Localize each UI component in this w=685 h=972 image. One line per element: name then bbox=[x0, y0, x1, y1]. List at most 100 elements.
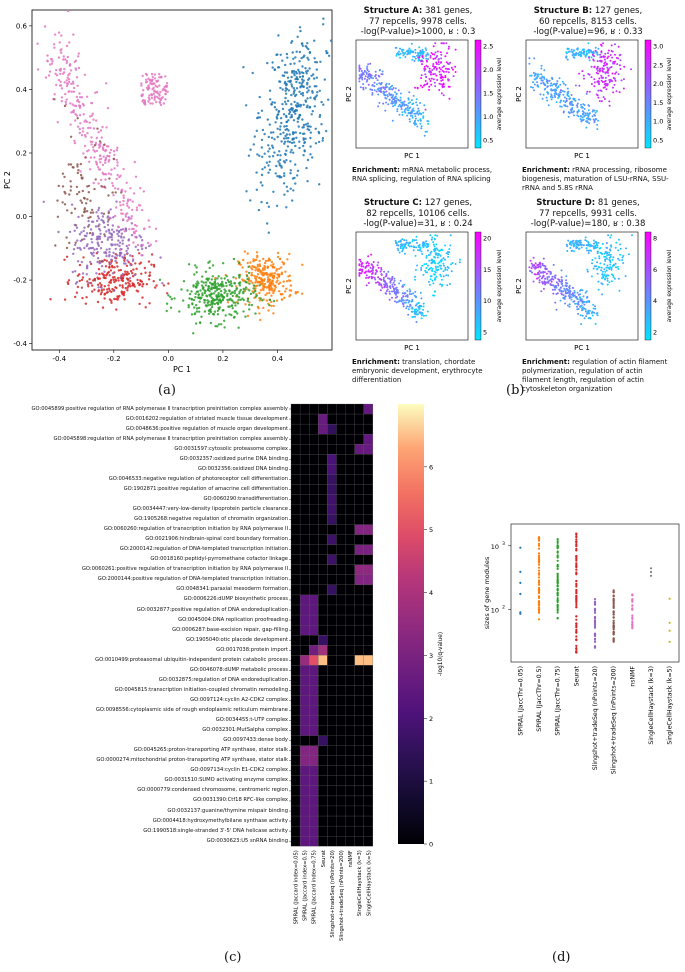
heatmap-colorbar bbox=[398, 404, 424, 844]
go-term-label: GO:0016202:regulation of striated muscle… bbox=[125, 415, 288, 422]
b-colorbar bbox=[644, 39, 652, 149]
b-cb-tick: 8 bbox=[653, 235, 657, 243]
heatmap-column-label: Slingshot+tradeSeq (nPoints=20) bbox=[330, 850, 336, 937]
go-term-label: GO:0032356:oxidized DNA binding bbox=[197, 465, 288, 472]
go-term-label: GO:0045265:proton-transporting ATP synth… bbox=[133, 747, 288, 754]
module-size-series bbox=[668, 597, 671, 643]
module-size-series bbox=[612, 589, 615, 643]
d-category-label: SPIRAL (JaccThr=0.5) bbox=[536, 666, 543, 732]
b-cb-label: average expression level bbox=[497, 249, 503, 322]
panel-d-letter: (d) bbox=[552, 950, 571, 965]
a-xtick: -0.4 bbox=[52, 355, 66, 363]
b-ylabel: PC 2 bbox=[345, 278, 353, 294]
c-cb-tick: 0 bbox=[429, 841, 433, 849]
b-cb-tick: 1.5 bbox=[653, 99, 663, 107]
b-cb-tick: 2.0 bbox=[653, 80, 663, 88]
b-cb-tick: 1.5 bbox=[483, 90, 493, 98]
heatmap-column-label: Seurat bbox=[321, 850, 327, 867]
module-size-series bbox=[537, 536, 541, 621]
go-term-label: GO:0030623:U5 snRNA binding bbox=[206, 837, 288, 844]
go-term-label: GO:0032875:regulation of DNA endoredupli… bbox=[158, 676, 288, 683]
go-term-label: GO:0004418:hydroxymethylbilane synthase … bbox=[152, 817, 288, 824]
panel-c-letter: (c) bbox=[224, 950, 242, 965]
b-cb-tick: 20 bbox=[483, 235, 491, 243]
b-cb-tick: 2 bbox=[653, 329, 657, 337]
b-cb-tick: 2.5 bbox=[653, 61, 663, 69]
heatmap-column-label: SPIRAL (Jaccard index=0.75) bbox=[312, 850, 318, 924]
c-cb-tick: 5 bbox=[429, 526, 433, 534]
go-term-label: GO:1990518:single-stranded 3'-5' DNA hel… bbox=[143, 827, 288, 834]
c-cb-tick: 4 bbox=[429, 589, 433, 597]
a-xtick: -0.2 bbox=[107, 355, 121, 363]
go-term-label: GO:0032357:oxidized purine DNA binding bbox=[179, 455, 288, 462]
go-term-label: GO:0021906:hindbrain-spinal cord boundar… bbox=[145, 536, 288, 543]
b-cb-tick: 10 bbox=[483, 297, 491, 305]
b-cb-tick: 5 bbox=[483, 329, 487, 337]
cluster-green bbox=[158, 257, 276, 335]
b-cb-label: average expression level bbox=[497, 57, 503, 130]
module-size-series bbox=[649, 567, 653, 577]
d-category-label: Seurat bbox=[573, 665, 580, 686]
go-term-label: GO:0046533:negative regulation of photor… bbox=[108, 475, 288, 482]
d-category-label: Slingshot+tradeSeq (nPoints=20) bbox=[592, 666, 599, 770]
b-xlabel: PC 1 bbox=[574, 152, 590, 160]
go-term-label: GO:0000274:mitochondrial proton-transpor… bbox=[96, 757, 288, 764]
go-term-label: GO:0045898:regulation of RNA polymerase … bbox=[53, 435, 288, 442]
a-xtick: 0.4 bbox=[272, 355, 284, 363]
b-cb-tick: 6 bbox=[653, 266, 657, 274]
go-term-label: GO:0034447:very-low-density lipoprotein … bbox=[132, 506, 288, 512]
go-term-label: GO:0017038:protein import bbox=[216, 646, 288, 653]
b-xlabel: PC 1 bbox=[404, 344, 420, 352]
go-term-label: GO:1902871:positive regulation of amacri… bbox=[123, 485, 288, 492]
go-term-label: GO:0097124:cyclin A2-CDK2 complex bbox=[190, 696, 288, 703]
d-ylabel: sizes of gene modules bbox=[483, 556, 491, 629]
b-colorbar bbox=[474, 231, 482, 341]
go-term-label: GO:0097134:cyclin E1-CDK2 complex bbox=[190, 767, 288, 774]
b-cb-tick: 2.5 bbox=[483, 43, 493, 51]
b-xlabel: PC 1 bbox=[574, 344, 590, 352]
module-size-series bbox=[575, 532, 578, 654]
b-colorbar bbox=[644, 231, 652, 341]
c-cb-tick: 1 bbox=[429, 778, 433, 786]
structure-plot: PC 1 PC 2 2.5 2.0 1.5 1.0 0.5 average expressio… bbox=[345, 39, 503, 160]
c-cb-tick: 2 bbox=[429, 715, 433, 723]
b-cb-tick: 3.0 bbox=[653, 43, 663, 51]
structure-enrichment: Enrichment: regulation of actin filament… bbox=[522, 358, 668, 393]
go-term-label: GO:0032137:guanine/thymine mispair bindi… bbox=[167, 807, 288, 814]
go-term-label: GO:2000144:positive regulation of DNA-te… bbox=[97, 576, 288, 583]
b-ylabel: PC 2 bbox=[515, 86, 523, 102]
module-size-series bbox=[631, 593, 634, 630]
panel-c-heatmap: SPIRAL (Jaccard index=0.05) SPIRAL (Jacca… bbox=[289, 403, 444, 941]
c-cb-label: -log10(q-value) bbox=[438, 632, 444, 676]
go-term-label: GO:0031390:Ctf18 RFC-like complex bbox=[193, 797, 288, 804]
d-ytick: 10 bbox=[491, 543, 499, 551]
module-size-series bbox=[593, 598, 597, 649]
d-ytick-exp: 2 bbox=[502, 605, 505, 611]
structure-header: Structure B: 127 genes, 60 repcells, 8153… bbox=[533, 6, 643, 37]
a-xlabel: PC 1 bbox=[173, 365, 191, 374]
structure-enrichment: Enrichment: translation, chordate embryo… bbox=[352, 358, 483, 384]
go-term-label: GO:1905040:otic placode development bbox=[185, 636, 288, 643]
panel-a-scatter: -0.4 -0.2 0.0 0.2 0.4 0.6 0.4 0.2 0.0 -0.2 -0.4 PC … bbox=[3, 9, 333, 374]
a-xtick: 0.2 bbox=[217, 355, 228, 363]
go-term-label: GO:0018160:peptidyl-pyrromethane cofacto… bbox=[150, 556, 288, 563]
d-ytick-exp: 3 bbox=[502, 541, 505, 547]
b-ylabel: PC 2 bbox=[515, 278, 523, 294]
d-category-label: nsNMF bbox=[629, 666, 636, 687]
structure-enrichment: Enrichment: rRNA processing, ribosome bi… bbox=[522, 166, 669, 192]
heatmap-cells bbox=[290, 403, 374, 847]
go-term-label: GO:0010499:proteasomal ubiquitin-indepen… bbox=[95, 656, 288, 663]
d-category-label: SPIRAL (JaccThr=0.05) bbox=[517, 666, 524, 736]
module-size-series bbox=[556, 538, 559, 620]
heatmap-column-label: SPIRAL (Jaccard index=0.5) bbox=[303, 850, 309, 921]
a-ytick: 0.0 bbox=[16, 213, 27, 221]
d-category-label: SingleCellHaystack (k=5) bbox=[667, 666, 674, 745]
go-term-label: GO:0045815:transcription initiation-coup… bbox=[114, 686, 288, 693]
b-cb-tick: 4 bbox=[653, 297, 657, 305]
heatmap-column-label: nsNMF bbox=[348, 850, 354, 867]
structure-header: Structure D: 81 genes, 77 repcells, 9931 … bbox=[530, 198, 646, 229]
heatmap-column-label: SingleCellHaystack (k=3) bbox=[357, 850, 363, 916]
go-term-label: GO:0046078:dUMP metabolic process bbox=[189, 666, 288, 673]
a-ylabel: PC 2 bbox=[3, 171, 12, 189]
a-ytick: 0.2 bbox=[16, 149, 27, 157]
